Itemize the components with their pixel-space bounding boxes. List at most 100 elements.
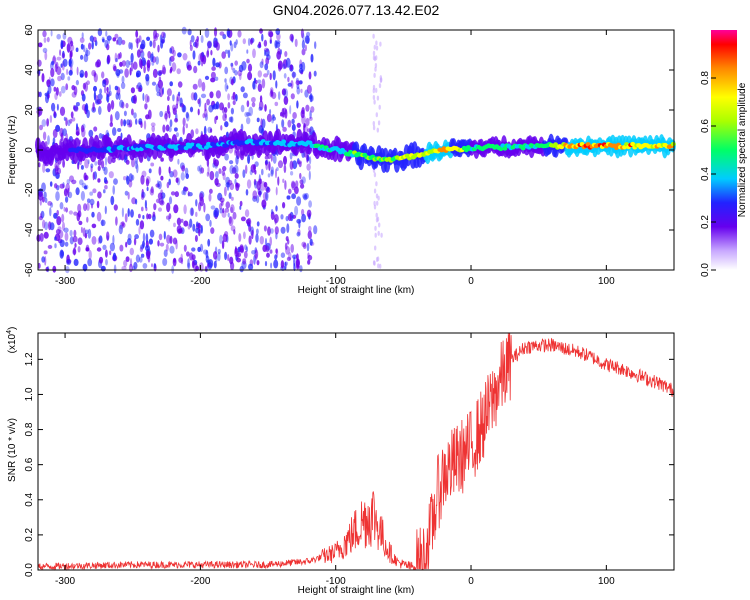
spectrogram-noise-cell — [199, 196, 204, 207]
spectrogram-noise-cell — [144, 103, 148, 110]
spectrogram-noise-cell — [41, 256, 46, 263]
spectrogram-noise-cell — [377, 263, 380, 269]
spectrogram-noise-cell — [376, 200, 379, 206]
spectrogram-noise-cell — [47, 201, 53, 206]
spectrogram-noise-cell — [193, 65, 198, 74]
spectrogram-noise-cell — [264, 104, 267, 112]
spectrogram-noise-cell — [65, 196, 69, 203]
spectrogram-noise-cell — [192, 83, 198, 90]
spectrogram-noise-cell — [190, 35, 195, 43]
spectrogram-noise-cell — [213, 260, 217, 269]
spectrogram-noise-cell — [221, 210, 227, 218]
spectrogram-noise-cell — [104, 156, 108, 166]
spectrogram-noise-cell — [103, 177, 108, 184]
snr-y-label: SNR (10 * v/v) — [7, 418, 18, 482]
spectrogram-noise-cell — [146, 213, 149, 220]
spectrogram-noise-cell — [229, 256, 234, 265]
spectrogram-noise-cell — [169, 171, 174, 178]
spectrogram-noise-cell — [62, 58, 68, 67]
spectrogram-noise-cell — [269, 236, 273, 246]
spectrogram-noise-cell — [47, 135, 50, 145]
spectrogram-ridge-core — [135, 147, 140, 152]
spectrogram-noise-cell — [282, 63, 286, 70]
spectrogram-noise-cell — [63, 206, 66, 212]
spectrogram-noise-cell — [204, 102, 207, 112]
spectrogram-noise-cell — [173, 222, 176, 228]
spectrogram-noise-cell — [147, 255, 151, 263]
spectrogram-noise-cell — [56, 56, 62, 61]
spectrogram-noise-cell — [66, 43, 71, 53]
spectrogram-noise-cell — [112, 234, 115, 245]
spectrogram-noise-cell — [246, 100, 250, 108]
spectrogram-noise-cell — [55, 61, 59, 69]
spectrogram-noise-cell — [55, 229, 61, 235]
spectrogram-noise-cell — [43, 250, 48, 255]
snr-x-tick-label: -100 — [326, 576, 346, 587]
spectrogram-noise-cell — [224, 121, 229, 128]
spectrogram-noise-cell — [166, 202, 171, 213]
spectrogram-noise-cell — [232, 91, 236, 101]
spectrogram-noise-cell — [245, 189, 249, 196]
spectrogram-noise-cell — [158, 76, 162, 82]
spectrogram-noise-cell — [209, 188, 213, 194]
spectrogram-noise-cell — [91, 236, 97, 245]
spectrogram-noise-cell — [177, 81, 183, 88]
spectrogram-noise-cell — [267, 30, 273, 38]
spectrogram-noise-cell — [81, 93, 86, 102]
spectrogram-noise-cell — [127, 238, 132, 246]
spectrogram-noise-cell — [66, 179, 71, 185]
spectrogram-noise-cell — [226, 85, 229, 90]
spectrogram-noise-cell — [204, 265, 208, 272]
spectrogram-noise-cell — [76, 66, 79, 76]
spectrogram-noise-cell — [42, 47, 48, 54]
spectrogram-noise-cell — [231, 167, 237, 174]
spectrogram-noise-cell — [313, 70, 317, 77]
spectrogram-noise-cell — [52, 128, 58, 138]
spectrogram-noise-cell — [150, 122, 156, 127]
spectrogram-noise-cell — [68, 210, 73, 215]
spectrogram-noise-cell — [206, 98, 211, 106]
spectrogram-noise-cell — [286, 195, 291, 200]
spectrogram-noise-cell — [138, 213, 141, 219]
spectrogram-noise-cell — [126, 119, 131, 126]
spectrogram-noise-cell — [84, 70, 88, 78]
spectrogram-noise-cell — [156, 91, 161, 97]
spectrogram-noise-cell — [245, 246, 248, 253]
spectrogram-noise-cell — [257, 70, 262, 78]
spectrogram-noise-cell — [169, 235, 173, 244]
spectrogram-noise-cell — [222, 165, 227, 172]
spectrogram-noise-cell — [58, 91, 62, 97]
spectrogram-noise-cell — [110, 100, 115, 110]
spectrogram-ridge-core — [348, 149, 354, 155]
spectrogram-noise-cell — [206, 158, 210, 167]
spectrogram-noise-cell — [125, 59, 130, 69]
spectrogram-noise-cell — [183, 186, 189, 192]
spectrogram-noise-cell — [297, 160, 302, 165]
colorbar-tick-label: 0.2 — [700, 215, 711, 229]
spectrogram-noise-cell — [192, 50, 196, 60]
spectrogram-noise-cell — [224, 207, 230, 213]
spectrogram-noise-cell — [60, 39, 64, 49]
spectrogram-noise-cell — [125, 159, 130, 165]
spectrogram-noise-cell — [36, 70, 41, 75]
spectrogram-noise-cell — [237, 30, 242, 38]
spectrogram-noise-cell — [114, 111, 120, 121]
spectrogram-noise-cell — [273, 259, 279, 269]
spectrogram-noise-cell — [135, 218, 140, 226]
spectrogram-noise-cell — [309, 156, 312, 165]
spectrogram-noise-cell — [56, 33, 61, 40]
spectrogram-noise-cell — [185, 111, 189, 119]
spectrogram-noise-cell — [292, 160, 298, 170]
spectrogram-noise-cell — [284, 242, 288, 250]
spectrogram-noise-cell — [152, 68, 158, 78]
spectrogram-noise-cell — [239, 265, 244, 273]
spectrogram-noise-cell — [300, 88, 303, 94]
spectrogram-noise-cell — [307, 230, 312, 240]
spectrogram-noise-cell — [157, 192, 163, 200]
spectrogram-noise-cell — [260, 181, 266, 191]
spectrogram-noise-cell — [375, 181, 378, 187]
spectrogram-noise-cell — [287, 76, 290, 83]
spectrogram-noise-cell — [289, 33, 294, 42]
spectrogram-noise-layer — [35, 26, 383, 274]
